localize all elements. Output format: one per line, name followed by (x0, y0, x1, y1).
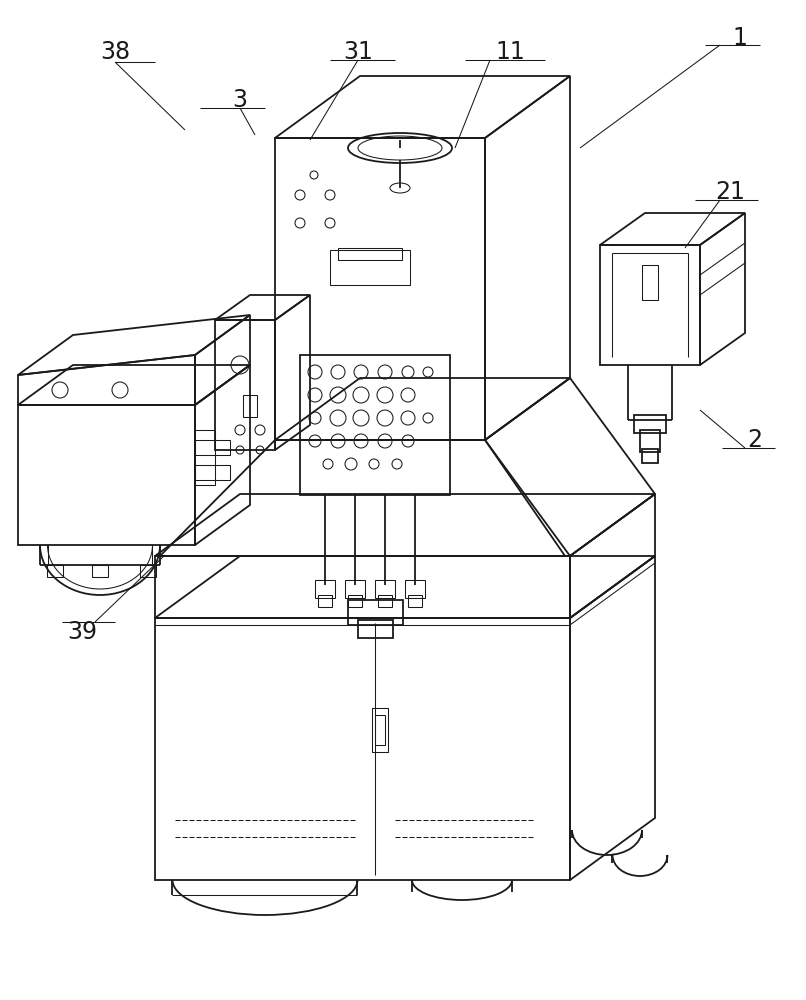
Bar (195, 465, 230, 480)
Bar (318, 595, 332, 607)
Bar (348, 595, 362, 607)
Text: 1: 1 (733, 26, 747, 50)
Bar (195, 440, 230, 455)
Bar (634, 415, 666, 433)
Bar (640, 430, 660, 452)
Text: 3: 3 (232, 88, 247, 112)
Bar (348, 600, 403, 625)
Text: 21: 21 (715, 180, 745, 204)
Bar (300, 355, 450, 495)
Bar (345, 580, 365, 598)
Bar (243, 395, 257, 417)
Bar (372, 708, 388, 752)
Text: 31: 31 (343, 40, 373, 64)
Bar (47, 565, 63, 577)
Bar (92, 565, 108, 577)
Bar (642, 265, 658, 300)
Bar (375, 715, 385, 745)
Text: 2: 2 (747, 428, 762, 452)
Bar (338, 248, 402, 260)
Bar (378, 595, 392, 607)
Bar (358, 620, 393, 638)
Bar (408, 595, 422, 607)
Bar (315, 580, 335, 598)
Bar (195, 430, 215, 485)
Bar (405, 580, 425, 598)
Bar (140, 565, 156, 577)
Bar (375, 580, 395, 598)
Text: 39: 39 (67, 620, 97, 644)
Text: 11: 11 (495, 40, 525, 64)
Bar (642, 449, 658, 463)
Bar (330, 250, 410, 285)
Text: 38: 38 (100, 40, 130, 64)
